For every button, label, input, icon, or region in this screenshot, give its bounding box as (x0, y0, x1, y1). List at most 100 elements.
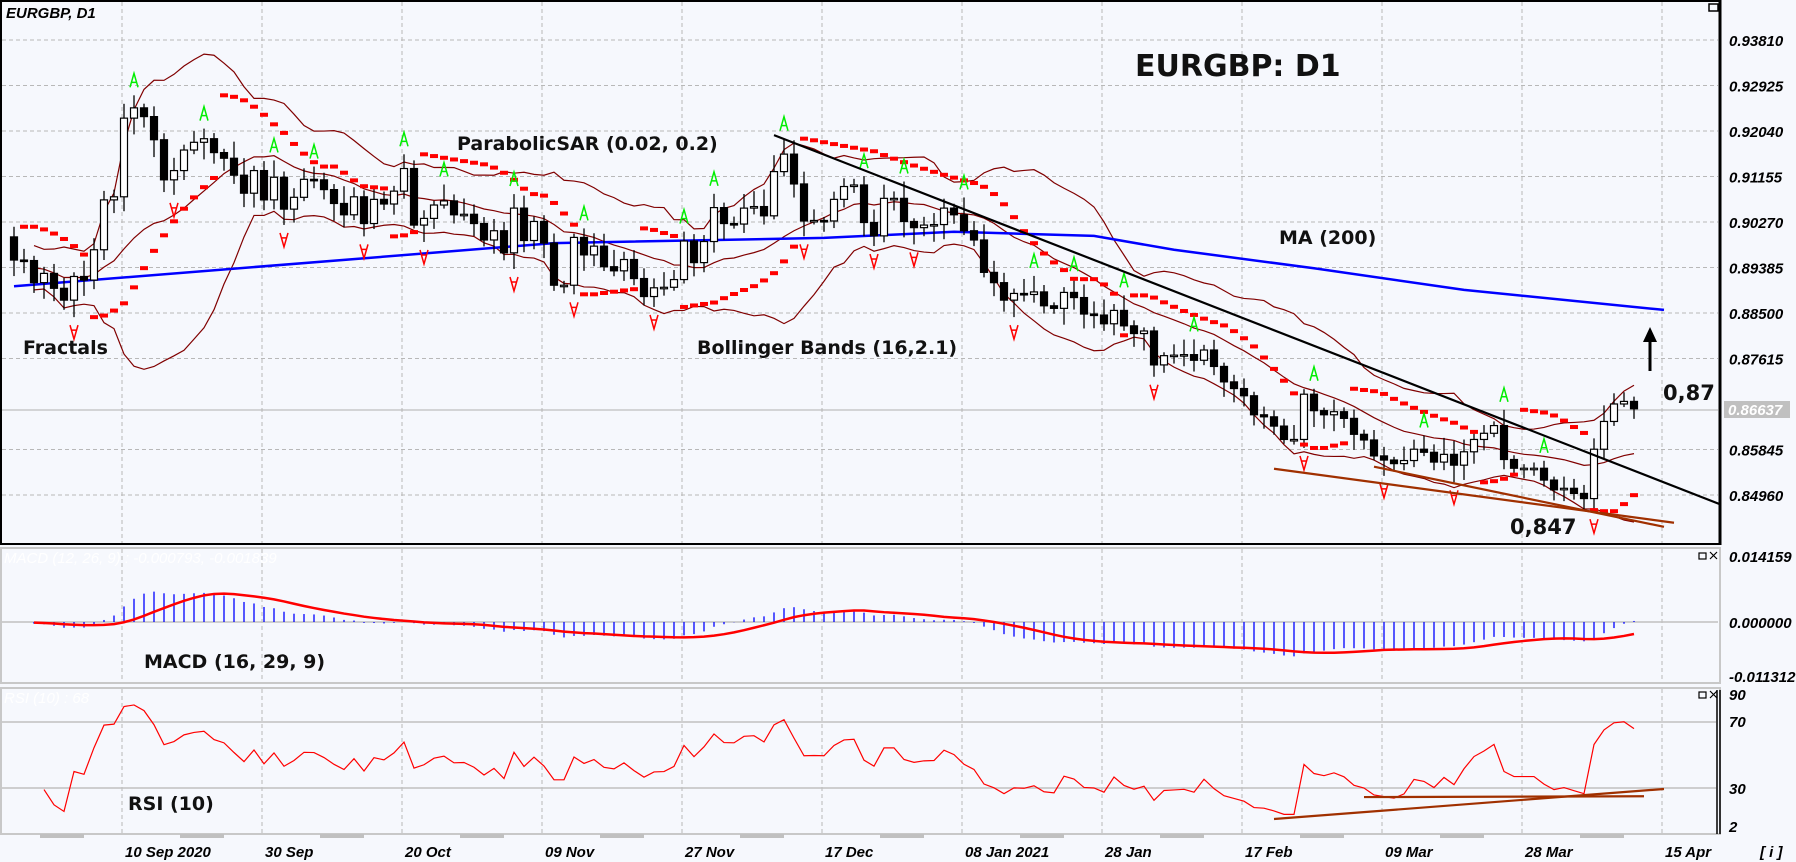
candle-body (1029, 291, 1039, 296)
parabolic-sar-dot (710, 300, 718, 305)
candle (1479, 425, 1489, 451)
candle-body (1239, 387, 1249, 397)
candle-body (639, 277, 649, 298)
scrollbar-segment (460, 834, 504, 838)
candle (249, 165, 259, 208)
grid-lines (2, 2, 1718, 834)
candle-body (529, 220, 539, 242)
scrollbar-segment (180, 834, 224, 838)
candle-body (389, 190, 399, 205)
parabolic-sar-dot (60, 236, 68, 241)
target-price-label: 0,87 (1663, 381, 1715, 405)
macd-close-icon[interactable] (1709, 551, 1718, 560)
candle-body (1099, 314, 1109, 325)
candle-body (469, 213, 479, 225)
candle-body (339, 202, 349, 216)
candle-body (359, 196, 369, 225)
parabolic-sar-dot (730, 292, 738, 297)
candle-body (119, 117, 129, 198)
parabolic-sar-dot (1100, 282, 1108, 287)
parabolic-sar-dot (700, 301, 708, 306)
info-button[interactable]: [ i ] (1759, 844, 1783, 861)
parabolic-sar-dot (1350, 386, 1358, 391)
candle-body (1189, 354, 1199, 361)
date-tick-label: 08 Jan 2021 (965, 844, 1049, 861)
support-trendline (1273, 467, 1675, 524)
fractal-up-icon (1309, 364, 1319, 381)
candle-body (929, 223, 939, 227)
fractal-up-icon (1119, 270, 1129, 288)
parabolic-sar-dot (1370, 389, 1378, 394)
candle (759, 189, 769, 225)
parabolic-sar-dot (420, 152, 428, 157)
price-tick-label: 0.92925 (1729, 78, 1784, 95)
candle (269, 160, 279, 210)
candle (949, 203, 959, 224)
candle (1339, 407, 1349, 428)
date-tick-label: 15 Apr (1665, 844, 1712, 861)
parabolic-sar-dot (680, 304, 688, 309)
candle (369, 188, 379, 230)
fractal-up-icon (1539, 436, 1549, 453)
candle (829, 191, 839, 229)
parabolic-sar-dot (70, 244, 78, 249)
candle (629, 250, 639, 286)
candle-body (1559, 487, 1569, 491)
candle (1539, 460, 1549, 487)
fractal-up-icon (709, 169, 719, 187)
fractal-down-icon (509, 276, 519, 294)
time-scrollbar[interactable] (40, 834, 1624, 838)
parabolic-sar-dot (1360, 387, 1368, 392)
parabolic-sar-dot (500, 170, 508, 175)
candle-body (699, 240, 709, 264)
candle-body (269, 176, 279, 201)
macd-pane[interactable] (33, 591, 1635, 657)
fractal-up-icon (199, 103, 209, 121)
candle-body (139, 107, 149, 118)
rsi-label: RSI (10) (128, 793, 214, 815)
parabolic-sar-dot (1050, 260, 1058, 265)
parabolic-sar-dot (1600, 509, 1608, 514)
price-tick-label: 0.88500 (1729, 306, 1784, 323)
macd-maximize-icon[interactable] (1698, 552, 1707, 560)
candle (1009, 288, 1019, 318)
rsi-close-icon[interactable] (1709, 690, 1718, 699)
parabolic-sar-dot (780, 259, 788, 264)
parabolic-sar-dot (950, 175, 958, 180)
candle-body (179, 149, 189, 172)
rsi-pane[interactable] (43, 704, 1665, 821)
candle-body (659, 286, 669, 290)
candle-body (29, 259, 39, 284)
candle-body (239, 174, 249, 194)
candle-body (369, 198, 379, 225)
candle-body (9, 236, 19, 261)
main-price-pane[interactable] (9, 53, 1721, 536)
candle (1589, 438, 1599, 512)
fractal-up-icon (309, 141, 319, 159)
parabolic-sar-dot (1110, 291, 1118, 296)
rsi-maximize-icon[interactable] (1698, 691, 1707, 699)
parabolic-sar-dot (570, 222, 578, 227)
price-tick-label: 0.89385 (1729, 260, 1784, 277)
parabolic-sar-dot (270, 122, 278, 127)
candle-body (889, 197, 899, 201)
candle-body (499, 230, 509, 254)
parabolic-sar-dot (1300, 442, 1308, 447)
candle-body (199, 138, 209, 143)
parabolic-sar-dot (460, 159, 468, 164)
parabolic-sar-dot (910, 163, 918, 168)
candle (919, 216, 929, 237)
parabolic-sar-dot (1250, 344, 1258, 349)
candle-body (1329, 411, 1339, 416)
date-tick-label: 17 Feb (1245, 844, 1293, 861)
candle (1529, 462, 1539, 476)
rsi-trendline (1363, 795, 1645, 799)
candle (1519, 464, 1529, 479)
window-maximize-icon[interactable] (1708, 3, 1719, 12)
parabolic-sar-dot (1450, 420, 1458, 425)
scrollbar-segment (40, 834, 84, 838)
candle (109, 189, 119, 214)
candle (699, 235, 709, 273)
parabolic-sar-dot (260, 112, 268, 117)
